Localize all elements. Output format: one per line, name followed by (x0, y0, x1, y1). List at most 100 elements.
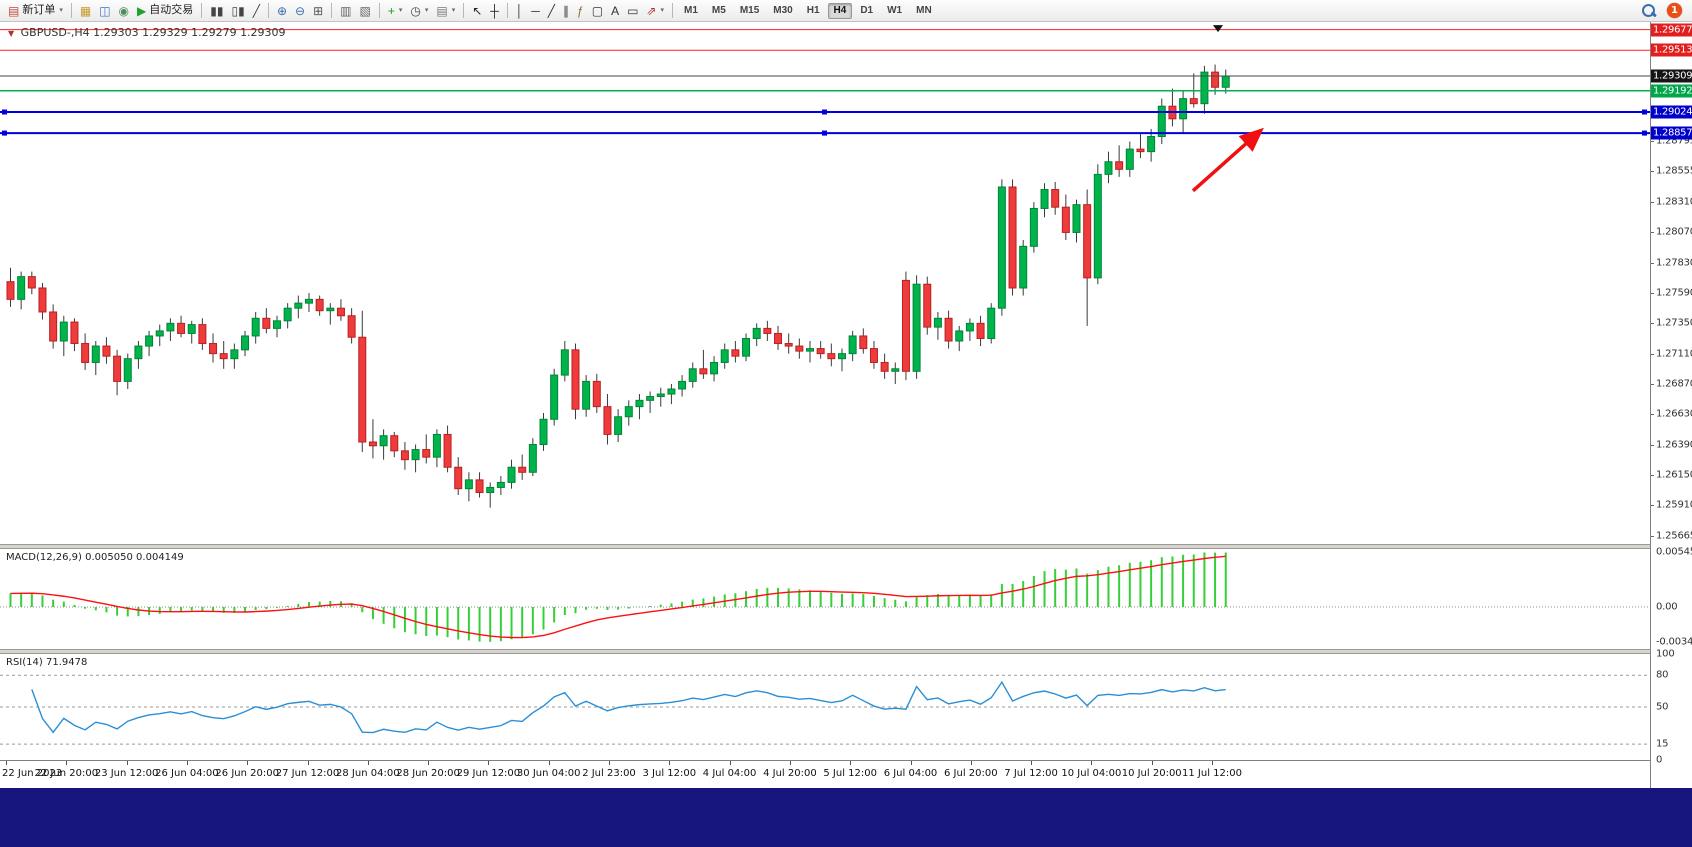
candle-up (848, 335, 857, 355)
time-tick (126, 761, 128, 765)
candle-up (464, 479, 473, 490)
periods-icon: ◷ (410, 3, 421, 18)
candle-up (1157, 105, 1166, 137)
toolbar-separator (331, 3, 333, 18)
candle-up (688, 368, 697, 382)
indicators-button[interactable]: + ▾ (385, 4, 406, 18)
bar-chart-button[interactable]: ▮▮ (207, 4, 226, 18)
candle-down (592, 380, 601, 408)
macd-chart[interactable] (0, 549, 1650, 649)
line-handle[interactable] (822, 109, 827, 115)
shapes-button[interactable]: ▢ (589, 4, 606, 18)
time-tick (729, 761, 731, 765)
timeframe-m30[interactable]: M30 (767, 3, 798, 19)
fibonacci-button[interactable]: ƒ (574, 4, 587, 18)
time-axis[interactable]: 22 Jun 2023 22 Jun 20:00 23 Jun 12:00 26 Ju… (0, 760, 1650, 789)
strategy-tester-button[interactable]: ◉ (116, 4, 132, 18)
timeframe-w1[interactable]: W1 (881, 3, 908, 19)
data-window-icon: ◫ (99, 3, 111, 18)
price-scale[interactable]: 1.28795 1.28555 1.28310 1.28070 1.27830 1.275… (1651, 22, 1692, 766)
time-label: 23 Jun 12:00 (94, 768, 159, 779)
line-handle[interactable] (2, 109, 7, 115)
time-tick (307, 761, 309, 765)
crosshair-button[interactable]: ┼ (487, 4, 502, 18)
macd-panel[interactable]: MACD(12,26,9) 0.005050 0.004149 (0, 549, 1650, 649)
candle-down (784, 343, 793, 347)
candle-down (336, 307, 345, 317)
main-chart-panel[interactable]: ▼ GBPUSD-,H4 1.29303 1.29329 1.29279 1.2… (0, 22, 1650, 544)
price-tick (1651, 202, 1654, 204)
trend-arrow[interactable] (1191, 127, 1264, 193)
candle-up (1029, 207, 1038, 247)
chart-symbol: GBPUSD-,H4 (20, 26, 90, 39)
toolbar-separator (378, 3, 380, 18)
candle-down (390, 435, 399, 452)
autotrading-button[interactable]: ▶ 自动交易 (134, 4, 196, 18)
text-button[interactable]: A (608, 4, 622, 18)
candle-down (368, 441, 377, 447)
templates-button[interactable]: ▤ ▾ (433, 4, 458, 18)
channel-button[interactable]: ∥ (560, 4, 572, 18)
fibonacci-icon: ƒ (577, 3, 584, 18)
line-handle[interactable] (822, 130, 827, 136)
new-order-icon: ▤ (8, 3, 20, 18)
vertical-line-button[interactable]: │ (513, 4, 527, 18)
rsi-chart[interactable] (0, 654, 1650, 760)
arrows-button[interactable]: ⇗ ▾ (643, 4, 667, 18)
candle-down (1189, 98, 1198, 105)
price-label: 1.26390 (1656, 439, 1692, 451)
down-arrow-marker-icon[interactable] (1213, 25, 1223, 33)
data-window-button[interactable]: ◫ (96, 4, 113, 18)
timeframe-h1[interactable]: H1 (801, 3, 826, 19)
text-label-button[interactable]: ▭ (624, 4, 641, 18)
candle-up (678, 380, 687, 390)
candle-down (400, 450, 409, 461)
price-label: 1.27350 (1656, 317, 1692, 329)
crosshair-icon: ┼ (490, 3, 499, 18)
line-handle[interactable] (2, 130, 7, 136)
timeframe-d1[interactable]: D1 (854, 3, 879, 19)
time-tick (609, 761, 610, 765)
candlestick-chart-button[interactable]: ▯▮ (228, 4, 247, 18)
panel-divider-2[interactable] (0, 649, 1692, 654)
time-label: 10 Jul 20:00 (1121, 768, 1182, 779)
notification-badge[interactable]: 1 (1667, 3, 1682, 18)
zoom-out-button[interactable]: ⊖ (292, 4, 308, 18)
text-icon: A (611, 3, 620, 18)
search-icon[interactable] (1641, 3, 1658, 19)
cursor-button[interactable]: ↖ (469, 4, 485, 18)
cascade-windows-icon: ▧ (359, 3, 371, 18)
time-tick (367, 761, 369, 765)
timeframe-m5[interactable]: M5 (706, 3, 732, 19)
profiles-button[interactable]: ▦ (77, 4, 94, 18)
horizontal-line-button[interactable]: ─ (528, 4, 543, 18)
rsi-axis-label: 15 (1656, 738, 1669, 750)
timeframe-mn[interactable]: MN (910, 3, 938, 19)
panel-divider-1[interactable] (0, 544, 1692, 549)
timeframe-m15[interactable]: M15 (734, 3, 765, 19)
time-tick (247, 761, 249, 765)
templates-icon: ▤ (436, 3, 448, 18)
cascade-windows-button[interactable]: ▧ (356, 4, 373, 18)
candle-up (997, 186, 1006, 309)
candle-up (539, 418, 548, 446)
line-handle[interactable] (1642, 109, 1647, 115)
timeframe-h4[interactable]: H4 (827, 2, 853, 19)
timeframe-m1[interactable]: M1 (678, 3, 704, 19)
candlestick-chart[interactable] (0, 22, 1650, 544)
line-chart-button[interactable]: ╱ (250, 4, 263, 18)
candle-up (891, 368, 900, 372)
candle-down (113, 355, 122, 382)
candle-down (475, 479, 484, 493)
zoom-in-button[interactable]: ⊕ (274, 4, 290, 18)
line-handle[interactable] (1642, 130, 1647, 136)
candle-down (1008, 186, 1017, 289)
trendline-button[interactable]: ╱ (545, 4, 558, 18)
candle-down (209, 343, 218, 355)
arrange-windows-button[interactable]: ▥ (337, 4, 354, 18)
tile-windows-button[interactable]: ⊞ (310, 4, 326, 18)
periods-button[interactable]: ◷ ▾ (407, 4, 431, 18)
rsi-panel[interactable]: RSI(14) 71.9478 (0, 654, 1650, 760)
candle-up (1221, 75, 1230, 88)
new-order-button[interactable]: ▤ 新订单 ▾ (5, 4, 66, 18)
